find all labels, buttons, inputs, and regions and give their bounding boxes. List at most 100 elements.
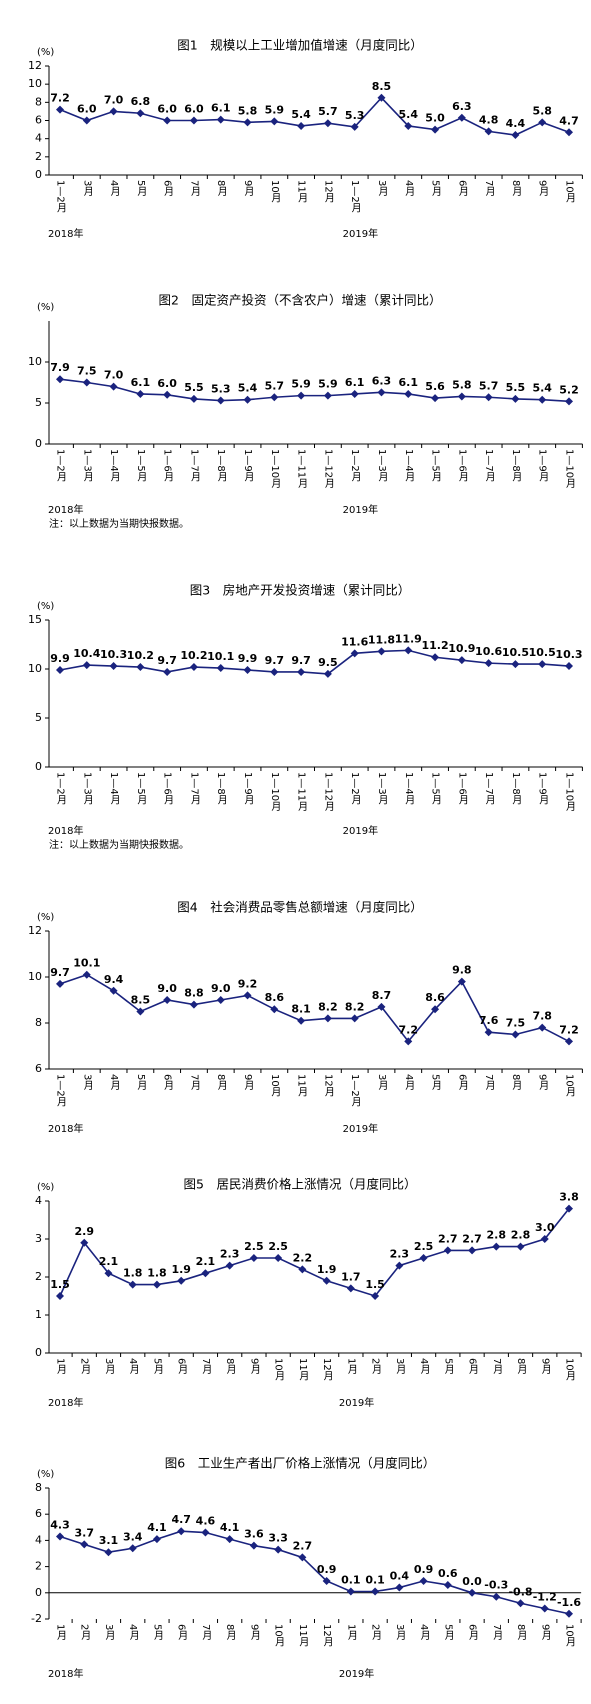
- data-label: 7.8: [532, 1010, 552, 1023]
- x-tick-label: 1—3月: [376, 772, 388, 806]
- marker: [377, 93, 386, 102]
- x-tick-label: 3月: [81, 180, 93, 197]
- x-tick-label: 5月: [430, 180, 442, 197]
- data-label: -0.3: [484, 1579, 508, 1592]
- marker: [136, 389, 145, 398]
- marker: [297, 121, 306, 130]
- x-tick-label: 8月: [215, 180, 227, 197]
- marker: [419, 1577, 428, 1586]
- year-label: 2018年: [48, 824, 83, 837]
- marker: [350, 1014, 359, 1023]
- x-tick-label: 1—8月: [215, 772, 227, 806]
- data-label: -1.2: [533, 1591, 557, 1604]
- y-tick-label: 6: [35, 1507, 42, 1520]
- chart-title: 图6 工业生产者出厂价格上涨情况（月度同比）: [165, 1456, 435, 1471]
- y-tick-label: 8: [35, 1481, 42, 1494]
- marker: [511, 660, 520, 669]
- y-tick-label: 10: [28, 662, 42, 675]
- x-tick-label: 1月: [345, 1358, 357, 1375]
- x-tick-label: 8月: [224, 1624, 236, 1641]
- data-label: 3.6: [244, 1528, 264, 1541]
- year-label: 2018年: [48, 1396, 83, 1409]
- x-tick-label: 9月: [539, 1358, 551, 1375]
- x-tick-label: 3月: [376, 180, 388, 197]
- x-tick-label: 1—4月: [403, 449, 415, 483]
- x-tick-label: 5月: [430, 1074, 442, 1091]
- marker: [136, 663, 145, 672]
- marker: [511, 131, 520, 140]
- data-label: 10.4: [73, 647, 100, 660]
- x-tick-label: 9月: [537, 1074, 549, 1091]
- marker: [457, 113, 466, 122]
- x-tick-label: 1月: [55, 1358, 67, 1375]
- y-unit: (%): [37, 47, 54, 58]
- data-label: 5.7: [265, 379, 285, 392]
- x-tick-label: 1—7月: [483, 449, 495, 483]
- data-label: 3.3: [268, 1532, 288, 1545]
- marker: [189, 394, 198, 403]
- year-label: 2019年: [343, 503, 378, 516]
- data-label: 9.7: [265, 654, 285, 667]
- x-tick-label: 1—9月: [242, 772, 254, 806]
- data-label: -0.8: [508, 1585, 532, 1598]
- marker: [243, 665, 252, 674]
- data-label: 0.9: [414, 1563, 434, 1576]
- data-label: 4.8: [479, 113, 499, 126]
- data-label: 0.9: [317, 1563, 337, 1576]
- data-label: 9.0: [157, 982, 177, 995]
- marker: [540, 1235, 549, 1243]
- data-label: 10.1: [73, 957, 100, 970]
- data-label: 5.7: [479, 379, 499, 392]
- data-label: 10.3: [100, 648, 127, 661]
- line: [59, 649, 570, 675]
- x-tick-label: 6月: [176, 1358, 188, 1375]
- x-tick-label: 1—5月: [135, 772, 147, 806]
- marker: [377, 1002, 386, 1011]
- year-label: 2019年: [343, 1122, 378, 1135]
- data-label: 1.9: [171, 1263, 191, 1276]
- x-tick-label: 1—2月: [349, 772, 361, 806]
- x-tick-label: 6月: [162, 1074, 174, 1091]
- x-tick-label: 2月: [370, 1624, 382, 1641]
- marker: [136, 109, 145, 118]
- x-tick-label: 7月: [483, 1074, 495, 1091]
- data-label: 3.4: [123, 1530, 143, 1543]
- y-tick-label: 2: [35, 1270, 42, 1283]
- marker: [270, 667, 279, 676]
- marker: [538, 395, 547, 404]
- x-tick-label: 1—5月: [135, 449, 147, 483]
- data-label: 2.5: [414, 1240, 434, 1253]
- marker: [201, 1528, 210, 1537]
- marker: [270, 117, 279, 126]
- y-tick-label: 0: [35, 1586, 42, 1599]
- data-label: 4.7: [171, 1513, 191, 1526]
- marker: [516, 1599, 525, 1608]
- x-tick-label: 1—2月: [55, 772, 67, 806]
- data-label: 7.2: [559, 1023, 579, 1036]
- year-label: 2019年: [339, 1667, 374, 1680]
- x-tick-label: 6月: [456, 180, 468, 197]
- x-tick-label: 1月: [345, 1624, 357, 1641]
- x-tick-label: 3月: [81, 1074, 93, 1091]
- y-tick-label: 0: [35, 1346, 42, 1359]
- marker: [109, 382, 118, 391]
- marker: [377, 647, 386, 656]
- marker: [404, 121, 413, 130]
- x-tick-label: 10月: [564, 1624, 576, 1648]
- x-tick-label: 5月: [151, 1358, 163, 1375]
- data-label: 6.1: [131, 376, 151, 389]
- marker: [201, 1269, 210, 1278]
- y-tick-label: 8: [35, 95, 42, 108]
- chart-title: 图3 房地产开发投资增速（累计同比）: [190, 583, 410, 598]
- x-tick-label: 3月: [103, 1624, 115, 1641]
- data-label: 9.5: [318, 656, 338, 669]
- marker: [243, 395, 252, 404]
- marker: [243, 118, 252, 127]
- data-label: 1.5: [365, 1278, 385, 1291]
- x-tick-label: 1—2月: [55, 449, 67, 483]
- marker: [82, 970, 91, 979]
- x-tick-label: 1—4月: [403, 772, 415, 806]
- data-label: 4.4: [506, 117, 526, 130]
- data-label: 10.5: [529, 646, 556, 659]
- marker: [297, 1016, 306, 1025]
